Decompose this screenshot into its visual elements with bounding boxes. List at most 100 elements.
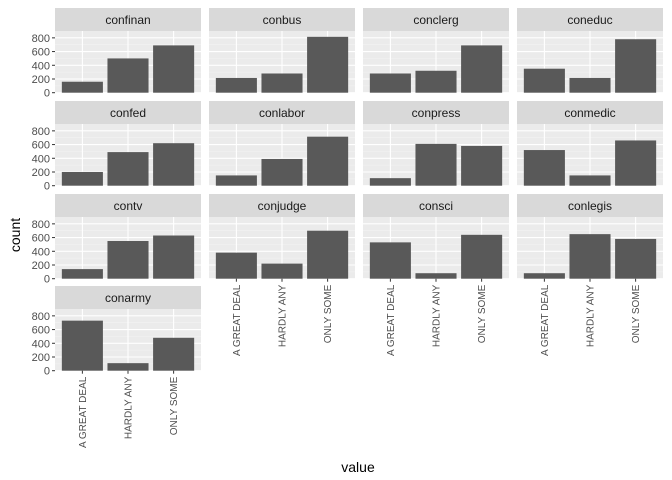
y-tick-label: 800: [32, 219, 50, 231]
bar-only-some: [461, 145, 503, 186]
bar-a-great-deal: [215, 252, 257, 279]
bar-a-great-deal: [523, 150, 565, 186]
facet-strip: [363, 8, 509, 31]
x-tick-label: ONLY SOME: [631, 284, 642, 343]
facet-panel-conbus: conbus: [209, 8, 355, 94]
facet-strip: [55, 8, 201, 31]
facet-panel-coneduc: coneduc: [517, 8, 663, 94]
x-tick-label: HARDLY ANY: [586, 284, 597, 347]
y-tick-label: 0: [44, 88, 50, 100]
x-tick-label: HARDLY ANY: [432, 284, 443, 347]
bar-hardly-any: [569, 77, 611, 93]
facet-strip: [209, 8, 355, 31]
facet-strip: [517, 8, 663, 31]
x-axis-title: value: [341, 459, 375, 475]
bar-only-some: [153, 337, 195, 371]
y-tick-label: 400: [32, 153, 50, 165]
facet-label: consci: [419, 199, 453, 213]
x-tick-label: ONLY SOME: [477, 284, 488, 343]
bar-a-great-deal: [61, 81, 103, 93]
facet-strip: [363, 101, 509, 124]
facet-label: confed: [110, 106, 146, 120]
facet-panel-conmedic: conmedic: [517, 101, 663, 187]
bar-only-some: [615, 238, 657, 279]
bar-only-some: [615, 140, 657, 186]
facet-label: coneduc: [567, 13, 612, 27]
facet-strip: [209, 101, 355, 124]
bar-a-great-deal: [215, 77, 257, 93]
facet-panel-conclerg: conclerg: [363, 8, 509, 94]
bar-a-great-deal: [369, 73, 411, 93]
y-tick-label: 200: [32, 260, 50, 272]
x-tick-label: HARDLY ANY: [278, 284, 289, 347]
y-tick-label: 600: [32, 140, 50, 152]
bar-hardly-any: [261, 73, 303, 93]
bar-only-some: [153, 45, 195, 93]
bar-a-great-deal: [61, 269, 103, 279]
y-tick-label: 800: [32, 33, 50, 45]
y-tick-label: 200: [32, 74, 50, 86]
x-tick-label: A GREAT DEAL: [78, 376, 89, 448]
y-tick-label: 200: [32, 167, 50, 179]
facet-label: conclerg: [413, 13, 458, 27]
facet-panel-consci: consci A GREAT DEAL HARDLY ANY ONLY SOME: [363, 194, 509, 356]
y-tick-label: 400: [32, 60, 50, 72]
bar-a-great-deal: [369, 242, 411, 279]
facet-label: conarmy: [105, 291, 151, 305]
y-tick-label: 400: [32, 338, 50, 350]
x-tick-label: A GREAT DEAL: [232, 284, 243, 356]
facet-label: confinan: [105, 13, 150, 27]
y-axis-title: count: [7, 218, 23, 252]
facet-strip: [55, 194, 201, 217]
facet-strip: [517, 101, 663, 124]
y-tick-label: 400: [32, 246, 50, 258]
bar-a-great-deal: [523, 68, 565, 93]
bar-a-great-deal: [215, 175, 257, 186]
bar-only-some: [307, 136, 349, 186]
bar-hardly-any: [415, 70, 457, 93]
x-tick-label: A GREAT DEAL: [540, 284, 551, 356]
facet-panel-conjudge: conjudge A GREAT DEAL HARDLY ANY ONLY SOME: [209, 194, 355, 356]
y-tick-label: 200: [32, 352, 50, 364]
bar-hardly-any: [569, 175, 611, 186]
facet-strip: [55, 286, 201, 309]
facet-panel-conpress: conpress: [363, 101, 509, 187]
facet-label: contv: [114, 199, 143, 213]
x-tick-label: ONLY SOME: [323, 284, 334, 343]
facet-strip: [363, 194, 509, 217]
facet-label: conlabor: [259, 106, 305, 120]
y-tick-label: 0: [44, 366, 50, 378]
bar-hardly-any: [107, 240, 149, 279]
facet-label: conmedic: [564, 106, 615, 120]
facet-strip: [209, 194, 355, 217]
x-tick-label: HARDLY ANY: [124, 376, 135, 439]
bar-hardly-any: [107, 152, 149, 186]
facet-label: conbus: [263, 13, 302, 27]
bar-a-great-deal: [369, 178, 411, 186]
y-tick-label: 0: [44, 181, 50, 193]
facet-panel-conlabor: conlabor: [209, 101, 355, 187]
facet-label: conpress: [412, 106, 461, 120]
bar-only-some: [461, 234, 503, 279]
facet-label: conlegis: [568, 199, 612, 213]
bar-only-some: [153, 235, 195, 279]
bar-hardly-any: [415, 273, 457, 279]
facet-strip: [55, 101, 201, 124]
bar-only-some: [153, 143, 195, 186]
y-tick-label: 600: [32, 47, 50, 59]
bar-hardly-any: [261, 158, 303, 186]
bar-a-great-deal: [61, 171, 103, 186]
bar-only-some: [307, 36, 349, 93]
y-tick-label: 800: [32, 126, 50, 138]
bar-only-some: [307, 230, 349, 279]
bar-hardly-any: [415, 143, 457, 186]
facet-label: conjudge: [258, 199, 307, 213]
x-tick-label: ONLY SOME: [169, 376, 180, 435]
y-tick-label: 800: [32, 311, 50, 323]
bar-hardly-any: [569, 234, 611, 279]
bar-a-great-deal: [61, 320, 103, 371]
